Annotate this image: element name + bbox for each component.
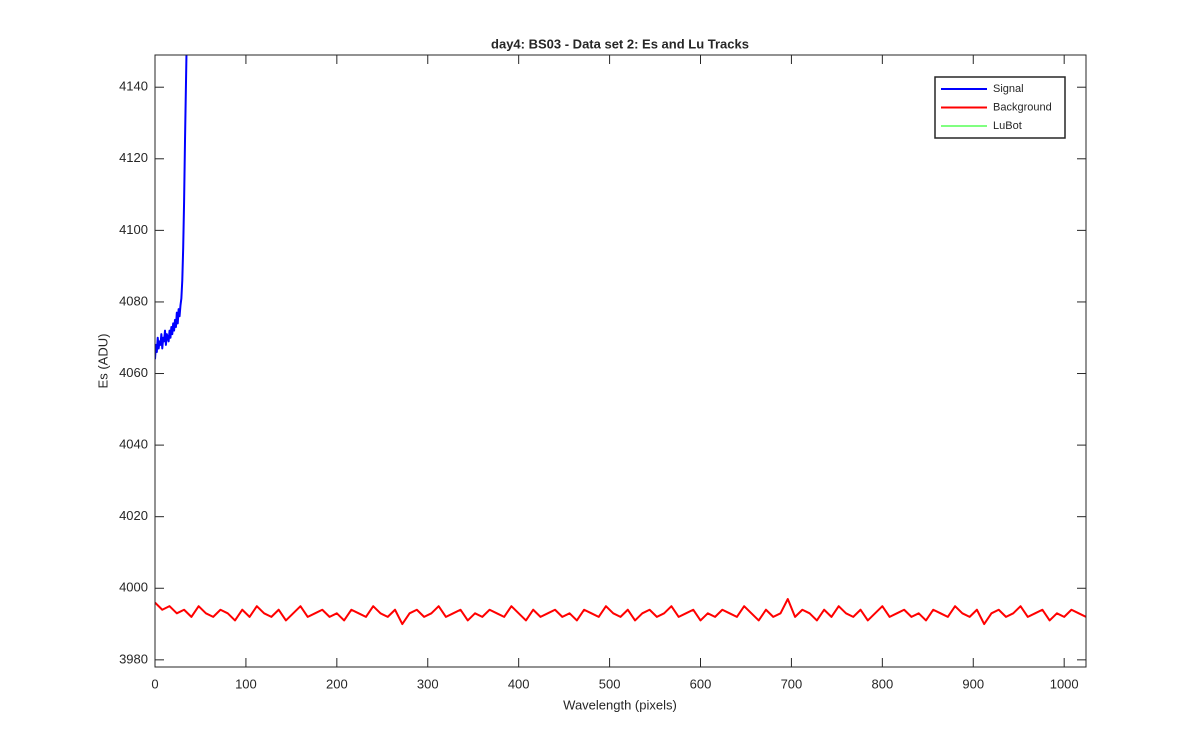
axes-box [154,54,1087,668]
x-tick-label: 0 [151,676,158,691]
y-axis-label: Es (ADU) [95,334,110,389]
x-tick-label: 300 [417,676,439,691]
legend-label: Signal [993,83,1024,95]
x-tick-label: 100 [235,676,257,691]
legend-label: Background [993,101,1052,113]
legend: Signal Background LuBot [934,76,1066,139]
x-tick-label: 700 [781,676,803,691]
chart-title: day4: BS03 - Data set 2: Es and Lu Track… [491,36,749,51]
x-tick-label: 900 [962,676,984,691]
y-tick-label: 3980 [119,651,148,666]
plot-area [155,55,1086,626]
y-tick-label: 4080 [119,293,148,308]
y-tick-label: 4040 [119,437,148,452]
y-tick-label: 4060 [119,365,148,380]
x-axis-label: Wavelength (pixels) [563,697,677,712]
y-tick-label: 4100 [119,222,148,237]
legend-label: LuBot [993,120,1022,132]
y-tick-label: 4140 [119,79,148,94]
data-line [155,598,1086,626]
x-tick-label: 800 [871,676,893,691]
y-tick-label: 4000 [119,580,148,595]
y-tick-label: 4120 [119,150,148,165]
x-tick-label: 500 [599,676,621,691]
data-line [155,55,188,360]
y-tick-label: 4020 [119,508,148,523]
x-tick-label: 600 [690,676,712,691]
x-tick-label: 1000 [1050,676,1079,691]
x-tick-label: 200 [326,676,348,691]
x-tick-label: 400 [508,676,530,691]
